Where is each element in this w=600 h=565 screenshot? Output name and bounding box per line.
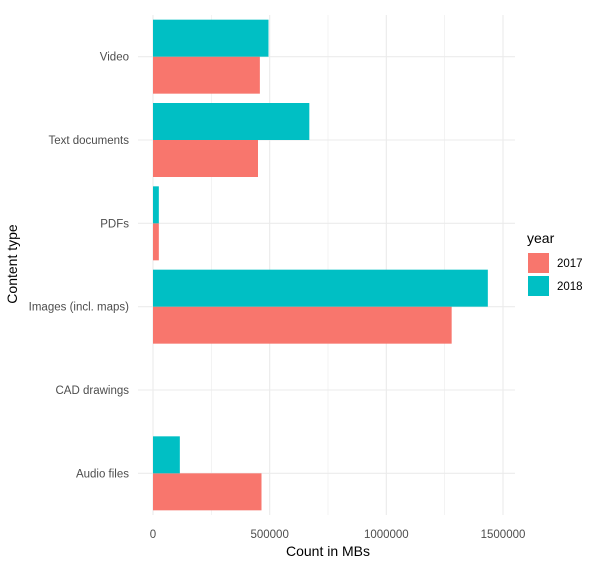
x-axis-title: Count in MBs [286,543,370,559]
bar-2017 [153,140,258,177]
legend-title: year [527,230,555,246]
y-tick-label: Text documents [48,135,129,147]
y-tick-labels: Audio files CAD drawings Images (incl. map… [29,52,130,481]
bar-2018 [153,269,488,307]
bar-2018 [153,19,269,57]
legend-label-2018: 2018 [557,281,583,293]
x-tick-label: 1000000 [364,529,409,541]
bar-2017 [153,473,262,511]
y-tick-label: CAD drawings [56,385,130,397]
bar-2018 [153,186,159,224]
x-tick-label: 500000 [250,529,288,541]
legend-key-2018 [528,276,549,296]
legend-label-2017: 2017 [557,258,583,270]
y-tick-label: PDFs [100,218,129,230]
bar-2017 [153,223,159,261]
y-tick-label: Images (incl. maps) [29,302,130,314]
legend-key-2017 [528,253,549,273]
x-tick-label: 1500000 [481,529,526,541]
y-tick-label: Video [100,52,129,64]
bars [153,19,488,511]
bar-2017 [153,56,260,94]
x-tick-label: 0 [150,529,156,541]
bar-2018 [153,103,310,140]
x-tick-labels: 0 500000 1000000 1500000 [150,529,526,541]
bar-2018 [153,436,180,474]
y-tick-label: Audio files [76,468,129,480]
bar-2017 [153,306,452,344]
legend: year 2017 2018 [527,230,583,296]
y-axis-title: Content type [4,224,20,304]
